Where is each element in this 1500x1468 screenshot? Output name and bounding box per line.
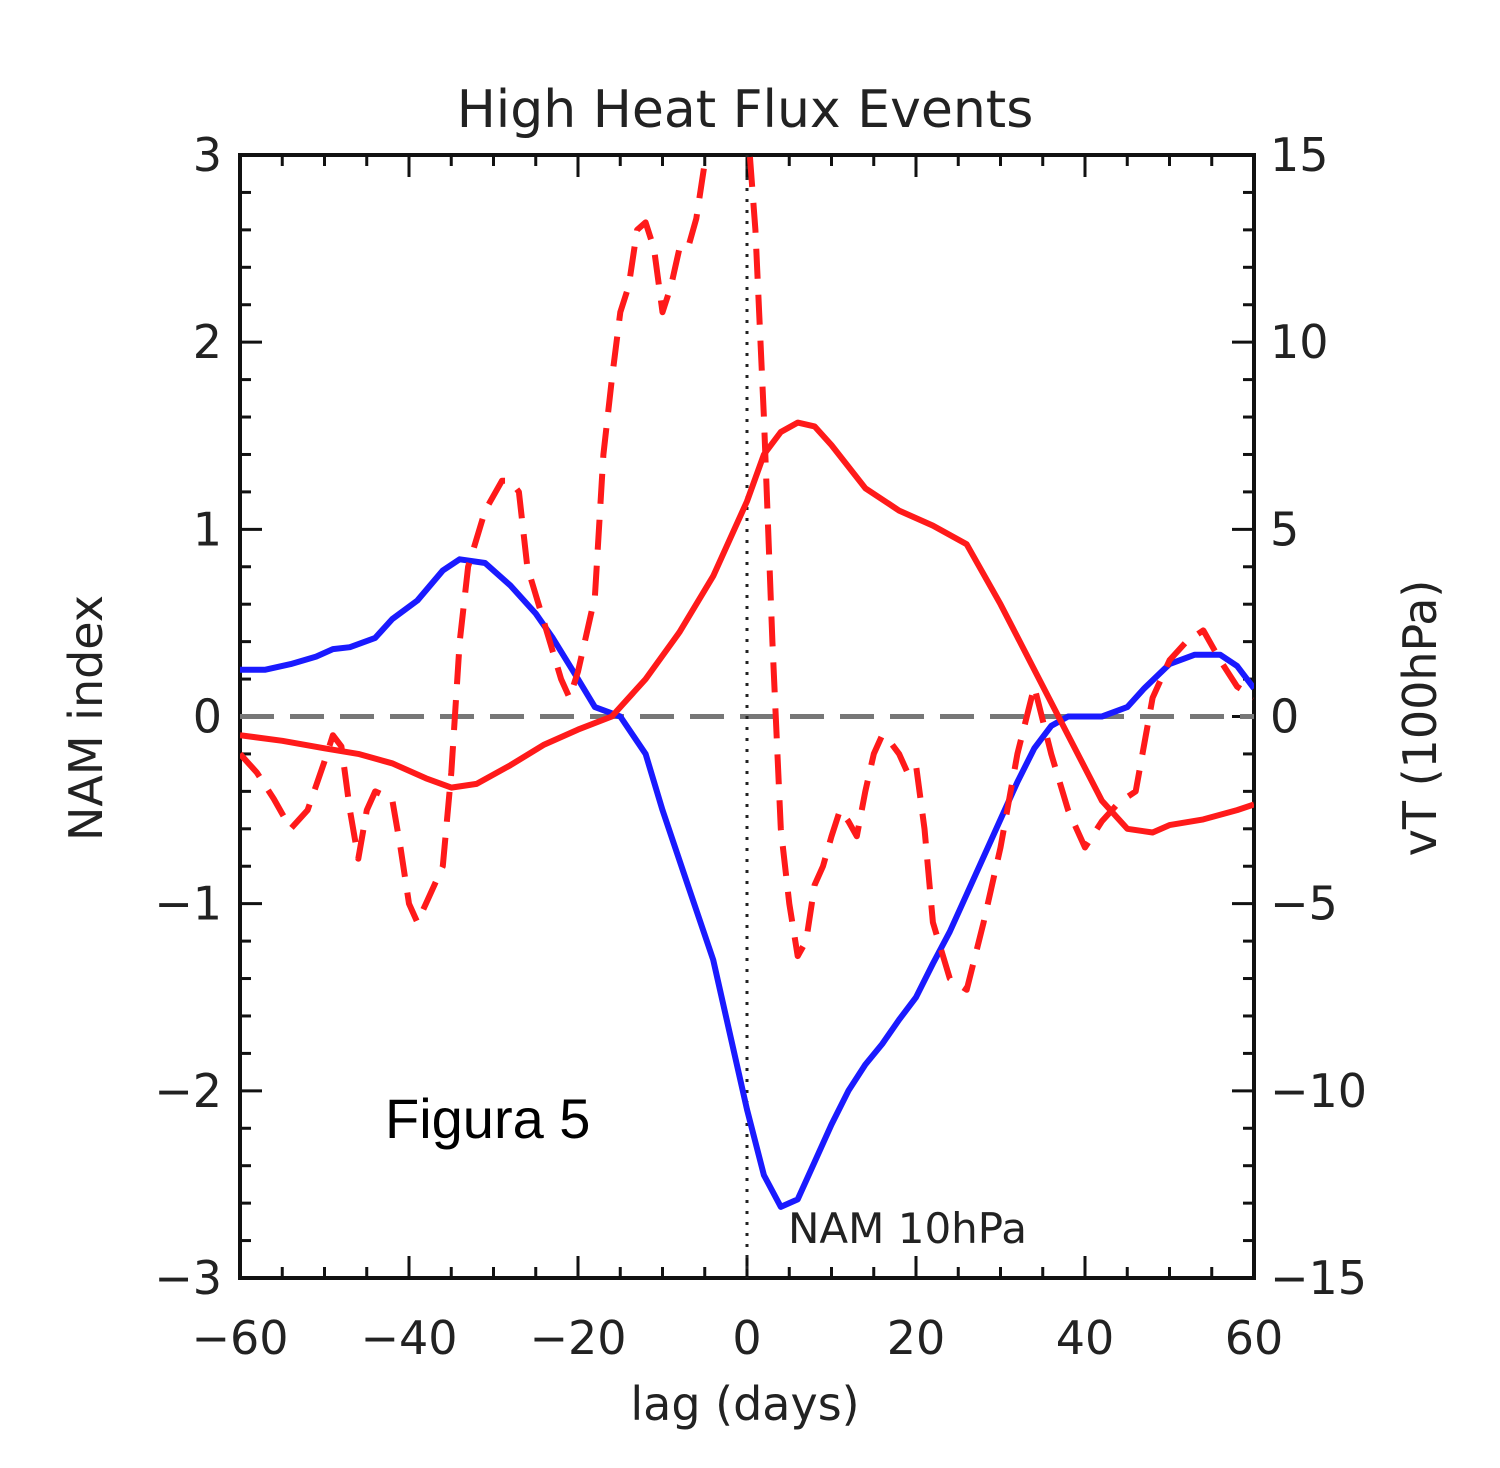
y-left-tick-label: −1 bbox=[154, 877, 222, 931]
chart-title: High Heat Flux Events bbox=[457, 80, 1034, 140]
annotation-nam-10hpa: NAM 10hPa bbox=[788, 1204, 1027, 1253]
x-tick-label: −60 bbox=[191, 1311, 288, 1365]
y-axis-right-title: vT (100hPa) bbox=[1393, 580, 1447, 857]
y-left-tick-label: −3 bbox=[154, 1251, 222, 1305]
y-right-tick-label: 0 bbox=[1270, 690, 1299, 744]
y-right-tick-label: 5 bbox=[1270, 502, 1299, 556]
x-tick-label: −20 bbox=[529, 1311, 626, 1365]
x-axis-title: lag (days) bbox=[630, 1377, 859, 1431]
y-right-tick-label: 10 bbox=[1270, 315, 1329, 369]
x-tick-label: 20 bbox=[887, 1311, 946, 1365]
y-right-tick-label: 15 bbox=[1270, 128, 1329, 182]
series-line-1 bbox=[240, 556, 1254, 1210]
axis-ticks bbox=[238, 153, 1256, 1280]
x-tick-label: 40 bbox=[1056, 1311, 1115, 1365]
y-left-tick-label: −2 bbox=[154, 1064, 222, 1118]
y-left-tick-label: 1 bbox=[193, 502, 222, 556]
y-left-tick-label: 3 bbox=[193, 128, 222, 182]
y-right-tick-label: −10 bbox=[1270, 1064, 1367, 1118]
x-tick-label: −40 bbox=[360, 1311, 457, 1365]
series-layer bbox=[240, 155, 1254, 1210]
x-tick-label: 0 bbox=[732, 1311, 761, 1365]
reference-lines bbox=[240, 155, 1254, 1278]
y-left-tick-label: 2 bbox=[193, 315, 222, 369]
annotation-figura-5: Figura 5 bbox=[385, 1087, 590, 1150]
y-right-tick-label: −5 bbox=[1270, 877, 1338, 931]
y-right-tick-label: −15 bbox=[1270, 1251, 1367, 1305]
y-axis-left-title: NAM index bbox=[59, 595, 113, 841]
x-tick-label: 60 bbox=[1225, 1311, 1284, 1365]
series-line-3 bbox=[240, 155, 1254, 993]
y-left-tick-label: 0 bbox=[193, 690, 222, 744]
